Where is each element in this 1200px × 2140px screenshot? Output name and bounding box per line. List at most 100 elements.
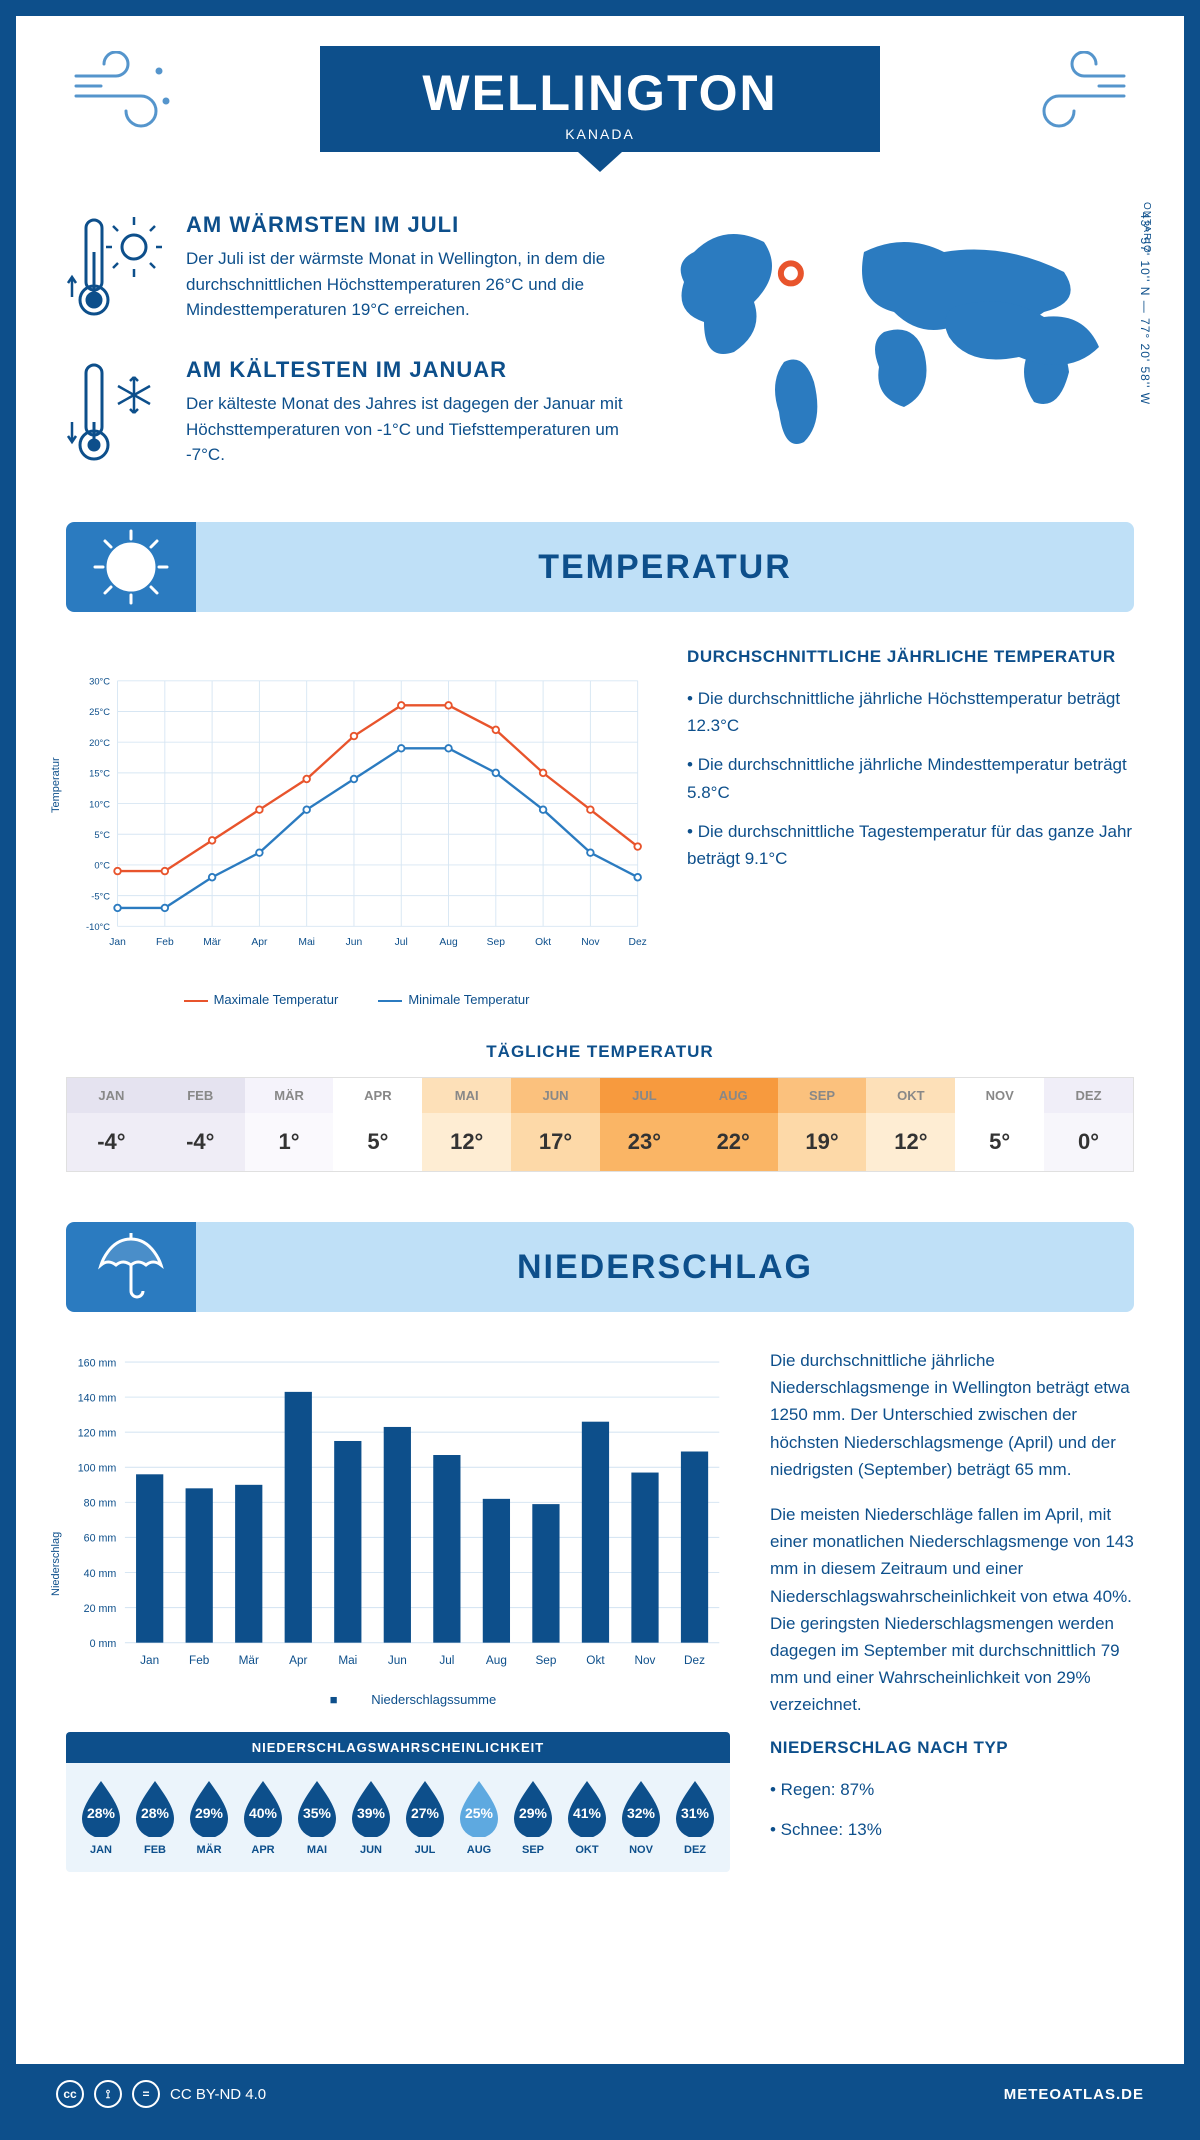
month-cell: JUL23° (600, 1078, 689, 1171)
month-cell: JAN-4° (67, 1078, 156, 1171)
probability-drop: 32%NOV (614, 1777, 668, 1856)
footer: cc ⟟ = CC BY-ND 4.0 METEOATLAS.DE (16, 2064, 1184, 2124)
coldest-title: AM KÄLTESTEN IM JANUAR (186, 357, 624, 383)
svg-text:Nov: Nov (635, 1654, 656, 1667)
summary-heading: DURCHSCHNITTLICHE JÄHRLICHE TEMPERATUR (687, 647, 1134, 667)
legend-bars: ■ Niederschlagssumme (300, 1692, 496, 1707)
svg-text:Dez: Dez (684, 1654, 705, 1667)
svg-text:Aug: Aug (486, 1654, 507, 1667)
svg-text:Jul: Jul (439, 1654, 454, 1667)
svg-text:Feb: Feb (156, 937, 174, 948)
probability-drop: 28%FEB (128, 1777, 182, 1856)
month-cell: AUG22° (689, 1078, 778, 1171)
intro-section: AM WÄRMSTEN IM JULI Der Juli ist der wär… (66, 212, 1134, 502)
coldest-block: AM KÄLTESTEN IM JANUAR Der kälteste Mona… (66, 357, 624, 472)
summary-line: • Die durchschnittliche Tagestemperatur … (687, 818, 1134, 872)
svg-text:Mär: Mär (203, 937, 221, 948)
probability-drop: 41%OKT (560, 1777, 614, 1856)
temperature-line-chart: Temperatur -10°C-5°C0°C5°C10°C15°C20°C25… (66, 647, 647, 1007)
by-icon: ⟟ (94, 2080, 122, 2108)
svg-text:60 mm: 60 mm (84, 1533, 117, 1545)
svg-text:140 mm: 140 mm (78, 1392, 117, 1404)
svg-text:Mär: Mär (239, 1654, 259, 1667)
month-cell: JUN17° (511, 1078, 600, 1171)
chart-legend: ■ Niederschlagssumme (66, 1692, 730, 1707)
svg-text:25°C: 25°C (89, 707, 110, 717)
svg-text:5°C: 5°C (94, 830, 110, 840)
world-map: ONTARIO 43° 57' 10'' N — 77° 20' 58'' W (654, 212, 1134, 502)
legend-min: Minimale Temperatur (378, 992, 529, 1007)
license-text: CC BY-ND 4.0 (170, 2086, 266, 2103)
svg-text:Jan: Jan (140, 1654, 159, 1667)
brand-name: METEOATLAS.DE (1004, 2086, 1144, 2103)
svg-text:Jan: Jan (109, 937, 126, 948)
warmest-text: Der Juli ist der wärmste Monat in Wellin… (186, 246, 624, 323)
probability-drop: 29%MÄR (182, 1777, 236, 1856)
svg-text:10°C: 10°C (89, 799, 110, 809)
svg-text:Jun: Jun (388, 1654, 407, 1667)
svg-text:Sep: Sep (487, 937, 506, 948)
chart-legend: Maximale Temperatur Minimale Temperatur (66, 992, 647, 1007)
y-axis-label: Niederschlag (50, 1531, 62, 1595)
month-cell: APR5° (333, 1078, 422, 1171)
svg-text:Feb: Feb (189, 1654, 210, 1667)
month-cell: FEB-4° (156, 1078, 245, 1171)
month-cell: DEZ0° (1044, 1078, 1133, 1171)
license-block: cc ⟟ = CC BY-ND 4.0 (56, 2080, 266, 2108)
probability-title: NIEDERSCHLAGSWAHRSCHEINLICHKEIT (66, 1732, 730, 1763)
probability-drop: 28%JAN (74, 1777, 128, 1856)
precipitation-summary: Die durchschnittliche jährliche Niedersc… (770, 1347, 1134, 1872)
thermometer-snow-icon (66, 357, 166, 472)
thermometer-sun-icon (66, 212, 166, 327)
y-axis-label: Temperatur (50, 757, 62, 813)
month-cell: MAI12° (422, 1078, 511, 1171)
svg-text:Mai: Mai (338, 1654, 357, 1667)
svg-text:Okt: Okt (535, 937, 551, 948)
svg-text:120 mm: 120 mm (78, 1427, 117, 1439)
summary-line: • Die durchschnittliche jährliche Höchst… (687, 685, 1134, 739)
svg-text:Apr: Apr (289, 1654, 307, 1667)
month-cell: OKT12° (866, 1078, 955, 1171)
svg-text:Jun: Jun (346, 937, 363, 948)
precip-paragraph: Die meisten Niederschläge fallen im Apri… (770, 1501, 1134, 1719)
svg-text:Dez: Dez (629, 937, 647, 948)
coldest-text: Der kälteste Monat des Jahres ist dagege… (186, 391, 624, 468)
precipitation-bar-chart: Niederschlag 0 mm20 mm40 mm60 mm80 mm100… (66, 1347, 730, 1872)
svg-text:0 mm: 0 mm (90, 1638, 117, 1650)
svg-text:-5°C: -5°C (91, 891, 110, 901)
by-type-heading: NIEDERSCHLAG NACH TYP (770, 1738, 1134, 1758)
country-name: KANADA (320, 126, 880, 142)
infographic-page: WELLINGTON KANADA AM WÄRMSTEN IM JULI De… (0, 0, 1200, 2140)
probability-drop: 29%SEP (506, 1777, 560, 1856)
svg-text:Aug: Aug (439, 937, 458, 948)
warmest-block: AM WÄRMSTEN IM JULI Der Juli ist der wär… (66, 212, 624, 327)
umbrella-icon (66, 1222, 196, 1312)
svg-text:20°C: 20°C (89, 738, 110, 748)
legend-max: Maximale Temperatur (184, 992, 339, 1007)
svg-text:Okt: Okt (586, 1654, 605, 1667)
snow-pct: • Schnee: 13% (770, 1816, 1134, 1843)
probability-drop: 27%JUL (398, 1777, 452, 1856)
precipitation-title: NIEDERSCHLAG (196, 1248, 1134, 1287)
svg-text:Apr: Apr (251, 937, 268, 948)
svg-text:80 mm: 80 mm (84, 1498, 117, 1510)
svg-text:Nov: Nov (581, 937, 600, 948)
probability-drop: 31%DEZ (668, 1777, 722, 1856)
probability-drop: 39%JUN (344, 1777, 398, 1856)
cc-icon: cc (56, 2080, 84, 2108)
svg-text:40 mm: 40 mm (84, 1568, 117, 1580)
precip-paragraph: Die durchschnittliche jährliche Niedersc… (770, 1347, 1134, 1483)
probability-drop: 35%MAI (290, 1777, 344, 1856)
svg-text:160 mm: 160 mm (78, 1357, 117, 1369)
wind-icon (1019, 51, 1129, 136)
daily-temp-title: TÄGLICHE TEMPERATUR (66, 1042, 1134, 1062)
wind-icon (71, 51, 181, 136)
svg-text:20 mm: 20 mm (84, 1603, 117, 1615)
rain-pct: • Regen: 87% (770, 1776, 1134, 1803)
coordinates: 43° 57' 10'' N — 77° 20' 58'' W (1138, 212, 1152, 405)
summary-line: • Die durchschnittliche jährliche Mindes… (687, 751, 1134, 805)
daily-temperature-strip: JAN-4°FEB-4°MÄR1°APR5°MAI12°JUN17°JUL23°… (66, 1077, 1134, 1172)
svg-text:30°C: 30°C (89, 677, 110, 687)
city-name: WELLINGTON (320, 64, 880, 122)
probability-drop: 40%APR (236, 1777, 290, 1856)
